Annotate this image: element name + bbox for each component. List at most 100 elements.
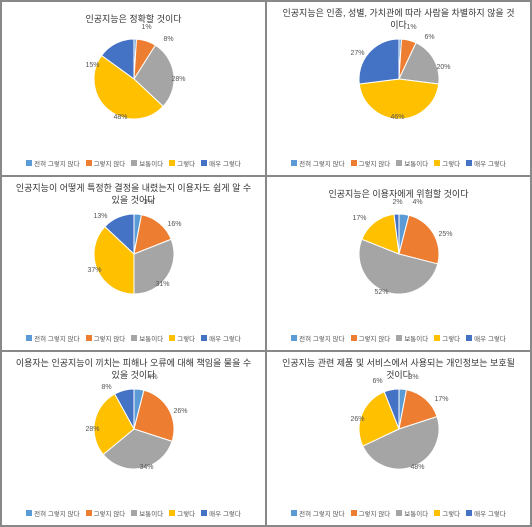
legend-item: 그렇다 [169,333,195,343]
legend-item: 그렇지 않다 [86,333,126,343]
chart-cell: 인공지능이 어떻게 특정한 결정을 내렸는지 이용자도 쉽게 알 수 있을 것이… [1,176,266,351]
chart-title: 인공지능은 정확할 것이다 [77,8,189,32]
legend-label: 그렇지 않다 [359,508,391,518]
legend-swatch [131,160,137,166]
slice-label: 31% [156,281,170,288]
legend-label: 매우 그렇다 [209,333,241,343]
legend-swatch [169,510,175,516]
slice-label: 1% [407,24,417,31]
slice-label: 8% [102,384,112,391]
slice-label: 26% [351,416,365,423]
chart-cell: 인공지능은 인종, 성별, 가치관에 따라 사람을 차별하지 않을 것이다1%6… [266,1,531,176]
legend-label: 전혀 그렇지 않다 [34,333,79,343]
slice-label: 8% [164,36,174,43]
legend-item: 매우 그렇다 [466,158,506,168]
legend-swatch [169,160,175,166]
pie-wrap: 1%8%28%48%15% [79,34,189,124]
legend-label: 그렇다 [177,508,195,518]
legend-swatch [86,160,92,166]
legend-swatch [169,335,175,341]
legend-label: 그렇다 [442,333,460,343]
legend-swatch [26,335,32,341]
legend-swatch [466,510,472,516]
chart-cell: 이용자는 인공지능이 끼치는 피해나 오류에 대해 책임을 물을 수 있을 것이… [1,351,266,526]
legend-item: 보통이다 [396,158,428,168]
legend-label: 그렇다 [442,508,460,518]
legend: 전혀 그렇지 않다그렇지 않다보통이다그렇다매우 그렇다 [291,505,506,521]
legend-label: 전혀 그렇지 않다 [299,158,344,168]
chart-title: 인공지능은 인종, 성별, 가치관에 따라 사람을 차별하지 않을 것이다 [271,8,526,32]
legend-item: 그렇지 않다 [86,508,126,518]
legend-swatch [291,510,297,516]
legend-label: 그렇지 않다 [94,158,126,168]
legend-label: 전혀 그렇지 않다 [299,333,344,343]
legend-item: 그렇지 않다 [351,158,391,168]
slice-label: 17% [353,215,367,222]
legend-label: 그렇지 않다 [94,333,126,343]
legend-label: 그렇다 [177,158,195,168]
legend-item: 매우 그렇다 [466,333,506,343]
legend-swatch [26,510,32,516]
slice-label: 48% [114,114,128,121]
legend-swatch [201,335,207,341]
slice-label: 28% [172,76,186,83]
legend-swatch [351,335,357,341]
legend: 전혀 그렇지 않다 그렇지 않다 보통이다 그렇다 매우 그렇다 [291,330,506,346]
legend-item: 매우 그렇다 [201,333,241,343]
chart-cell: 인공지능 관련 제품 및 서비스에서 사용되는 개인정보는 보호될 것이다3%1… [266,351,531,526]
pie-chart [359,34,439,124]
pie-wrap: 4%26%34%28%8% [79,384,189,474]
legend-swatch [201,160,207,166]
legend-label: 매우 그렇다 [209,158,241,168]
slice-label: 6% [425,34,435,41]
chart-title: 이용자는 인공지능이 끼치는 피해나 오류에 대해 책임을 물을 수 있을 것이… [6,358,261,382]
legend-item: 그렇지 않다 [86,158,126,168]
legend-swatch [396,335,402,341]
legend-item: 매우 그렇다 [201,158,241,168]
pie-chart [359,384,439,474]
legend-swatch [396,510,402,516]
legend-item: 매우 그렇다 [201,508,241,518]
legend-swatch [434,335,440,341]
legend-item: 그렇다 [434,333,460,343]
legend-swatch [466,335,472,341]
legend-item: 매우 그렇다 [466,508,506,518]
legend-item: 그렇다 [434,508,460,518]
legend-item: 그렇다 [169,508,195,518]
legend-item: 전혀 그렇지 않다 [26,333,79,343]
slice-label: 34% [140,464,154,471]
slice-label: 1% [142,24,152,31]
legend-swatch [86,510,92,516]
slice-label: 3% [144,199,154,206]
legend-swatch [131,510,137,516]
legend-item: 보통이다 [131,333,163,343]
slice-label: 26% [174,408,188,415]
legend-label: 보통이다 [404,333,428,343]
legend-item: 보통이다 [131,508,163,518]
legend-item: 전혀 그렇지 않다 [291,333,344,343]
pie-wrap: 4%25%52%17%2% [344,209,454,299]
legend-item: 그렇지 않다 [351,508,391,518]
chart-cell: 인공지능은 이용자에게 위험할 것이다4%25%52%17%2%전혀 그렇지 않… [266,176,531,351]
slice-label: 25% [439,231,453,238]
pie-slice [359,79,438,119]
chart-title: 인공지능 관련 제품 및 서비스에서 사용되는 개인정보는 보호될 것이다 [271,358,526,382]
slice-label: 16% [168,221,182,228]
legend-swatch [396,160,402,166]
legend-swatch [351,160,357,166]
chart-title: 인공지능이 어떻게 특정한 결정을 내렸는지 이용자도 쉽게 알 수 있을 것이… [6,183,261,207]
legend-swatch [434,160,440,166]
pie-wrap: 3%17%48%26%6% [344,384,454,474]
slice-label: 52% [375,289,389,296]
legend: 전혀 그렇지 않다그렇지 않다보통이다그렇다매우 그렇다 [26,155,241,171]
legend-swatch [201,510,207,516]
legend: 전혀 그렇지 않다 그렇지 않다 보통이다 그렇다 매우 그렇다 [26,505,241,521]
slice-label: 48% [411,464,425,471]
slice-label: 2% [393,199,403,206]
slice-label: 4% [148,374,158,381]
chart-grid: 인공지능은 정확할 것이다1%8%28%48%15%전혀 그렇지 않다그렇지 않… [0,0,532,527]
pie-wrap: 1%6%20%46%27% [344,34,454,124]
legend-swatch [131,335,137,341]
legend-label: 전혀 그렇지 않다 [34,508,79,518]
legend-item: 그렇지 않다 [351,333,391,343]
